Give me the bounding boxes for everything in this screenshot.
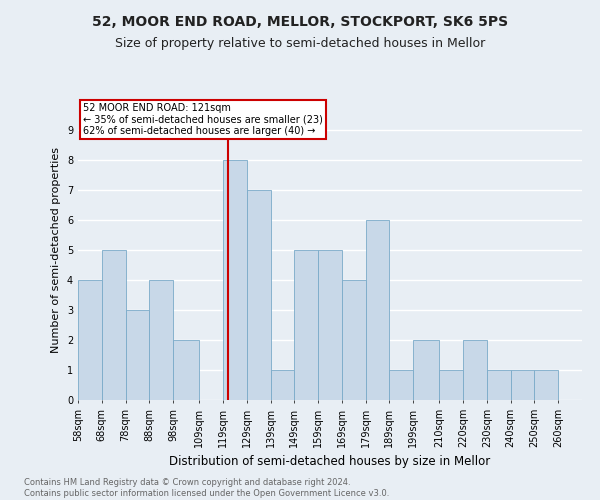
Bar [149,280,173,400]
Bar [413,340,439,400]
Bar [365,220,389,400]
Bar [78,280,102,400]
Text: Contains HM Land Registry data © Crown copyright and database right 2024.
Contai: Contains HM Land Registry data © Crown c… [24,478,389,498]
Bar [271,370,295,400]
Bar [389,370,413,400]
Bar [439,370,463,400]
X-axis label: Distribution of semi-detached houses by size in Mellor: Distribution of semi-detached houses by … [169,456,491,468]
Bar [102,250,125,400]
Text: 52 MOOR END ROAD: 121sqm
← 35% of semi-detached houses are smaller (23)
62% of s: 52 MOOR END ROAD: 121sqm ← 35% of semi-d… [83,103,323,136]
Bar [173,340,199,400]
Bar [223,160,247,400]
Y-axis label: Number of semi-detached properties: Number of semi-detached properties [52,147,61,353]
Bar [247,190,271,400]
Bar [295,250,318,400]
Text: Size of property relative to semi-detached houses in Mellor: Size of property relative to semi-detach… [115,38,485,51]
Bar [318,250,342,400]
Bar [535,370,558,400]
Bar [463,340,487,400]
Bar [125,310,149,400]
Text: 52, MOOR END ROAD, MELLOR, STOCKPORT, SK6 5PS: 52, MOOR END ROAD, MELLOR, STOCKPORT, SK… [92,15,508,29]
Bar [487,370,511,400]
Bar [511,370,535,400]
Bar [342,280,365,400]
